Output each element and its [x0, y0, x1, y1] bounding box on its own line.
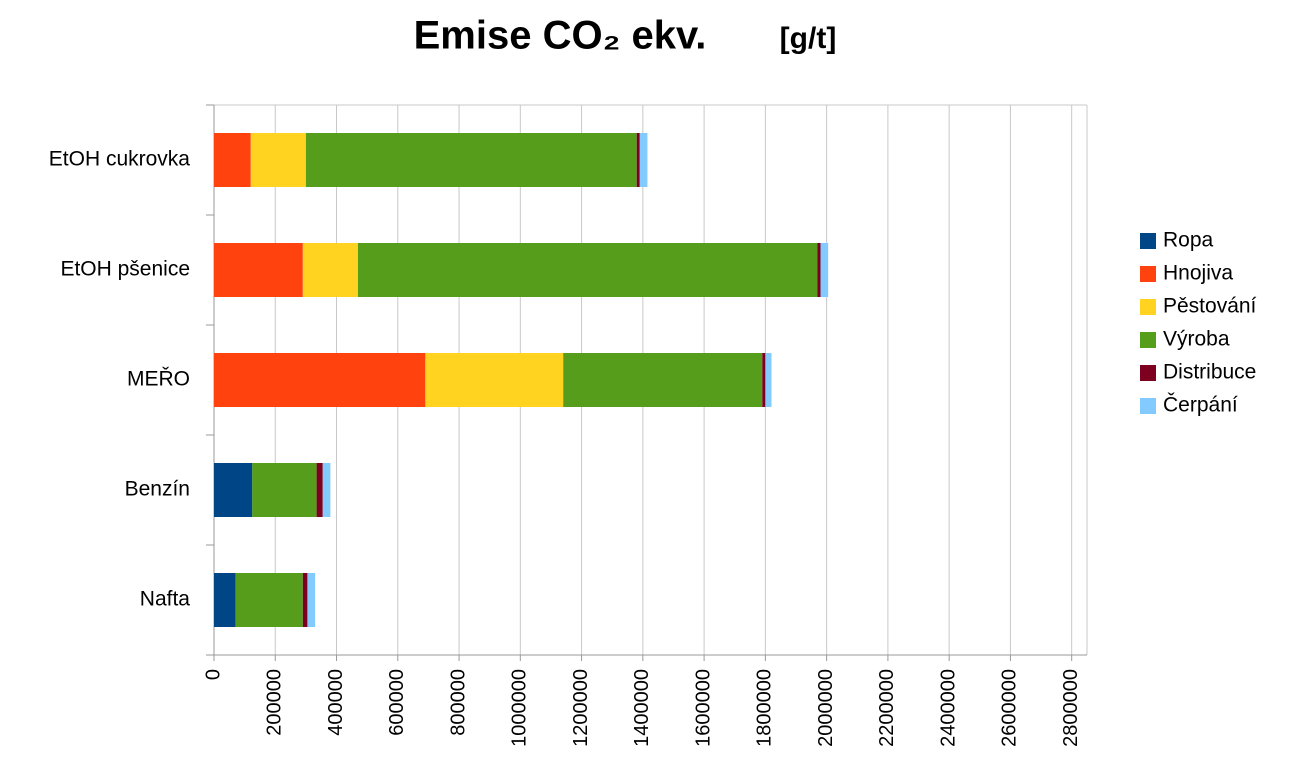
legend-swatch [1140, 365, 1156, 381]
x-tick-label: 0 [202, 669, 224, 680]
legend-swatch [1140, 266, 1156, 282]
bar-segment [357, 243, 818, 297]
y-tick-label: Nafta [140, 588, 191, 611]
bar-segment [250, 133, 306, 187]
x-tick-label: 2200000 [876, 669, 898, 747]
x-tick-label: 400000 [325, 669, 347, 736]
legend-swatch [1140, 332, 1156, 348]
x-tick-label: 1200000 [570, 669, 592, 747]
x-tick-label: 200000 [264, 669, 286, 736]
legend-swatch [1140, 233, 1156, 249]
bar-segment [214, 243, 303, 297]
bar-segment [636, 133, 640, 187]
x-tick-label: 2000000 [815, 669, 837, 747]
chart-title: Emise CO₂ ekv. [414, 14, 707, 58]
bar-segment [214, 573, 236, 627]
bar-segment [316, 463, 323, 517]
legend-label: Distribuce [1163, 361, 1256, 384]
bar-segment [639, 133, 648, 187]
y-tick-label: EtOH cukrovka [49, 148, 191, 171]
bar-segment [563, 353, 763, 407]
legend-label: Hnojiva [1163, 262, 1233, 285]
legend-label: Ropa [1163, 229, 1214, 252]
bar-segment [322, 463, 331, 517]
y-tick-label: MEŘO [127, 368, 190, 391]
unit-label: [g/t] [780, 22, 837, 55]
bar-segment [765, 353, 772, 407]
bar-segment [214, 353, 426, 407]
bar-segment [305, 133, 637, 187]
x-tick-label: 1800000 [754, 669, 776, 747]
bar-segment [820, 243, 829, 297]
legend-label: Výroba [1163, 328, 1230, 351]
bar-segment [307, 573, 316, 627]
bar-segment [425, 353, 564, 407]
legend-swatch [1140, 299, 1156, 315]
x-tick-label: 600000 [386, 669, 408, 736]
x-tick-label: 2400000 [937, 669, 959, 747]
y-tick-label: EtOH pšenice [60, 258, 190, 281]
x-tick-label: 1000000 [509, 669, 531, 747]
x-tick-label: 2600000 [999, 669, 1021, 747]
bar-segment [302, 573, 308, 627]
x-tick-label: 1400000 [631, 669, 653, 747]
bar-segment [252, 463, 317, 517]
bar-segment [235, 573, 303, 627]
bar-segment [214, 133, 251, 187]
y-tick-label: Benzín [125, 478, 190, 501]
bar-segment [214, 463, 253, 517]
legend-swatch [1140, 398, 1156, 414]
x-tick-label: 800000 [447, 669, 469, 736]
bar-segment [817, 243, 821, 297]
bar-segment [762, 353, 766, 407]
x-tick-label: 1600000 [692, 669, 714, 747]
legend-label: Čerpání [1163, 394, 1238, 417]
bar-segment [302, 243, 358, 297]
x-tick-label: 2800000 [1060, 669, 1082, 747]
legend-label: Pěstování [1163, 295, 1257, 318]
